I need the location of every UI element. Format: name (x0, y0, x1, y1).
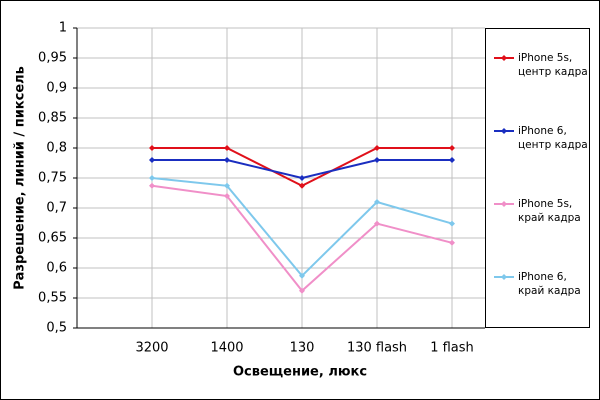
legend-item: iPhone 5s, центр кадра (494, 51, 589, 79)
legend-swatch (494, 274, 514, 280)
legend-item: iPhone 6, центр кадра (494, 124, 589, 152)
y-tick-label: 0,6 (46, 261, 67, 276)
marker (149, 175, 155, 181)
y-axis-title: Разрешение, линий / пиксель (13, 66, 28, 290)
marker (374, 145, 380, 151)
x-tick-label: 1400 (210, 341, 243, 356)
marker (374, 199, 380, 205)
marker (449, 239, 455, 246)
legend-swatch (494, 201, 514, 207)
y-tick-label: 0,75 (38, 171, 67, 186)
legend: iPhone 5s, центр кадра iPhone 6, центр ка… (486, 29, 589, 327)
y-tick-label: 0,65 (38, 231, 67, 246)
x-tick-label: 130 (290, 341, 315, 356)
marker (374, 220, 380, 227)
y-tick-label: 0,85 (38, 111, 67, 126)
y-tick-label: 0,95 (38, 51, 67, 66)
y-tick-label: 0,7 (46, 201, 67, 216)
legend-marker (501, 55, 507, 61)
marker (149, 157, 155, 163)
legend-marker (501, 274, 507, 280)
marker (224, 145, 230, 151)
marker (299, 175, 305, 181)
y-tick-label: 1 (59, 21, 67, 36)
legend-label: iPhone 5s, центр кадра (518, 52, 588, 78)
y-tick-label: 0,8 (46, 141, 67, 156)
y-tick-label: 0,5 (46, 321, 67, 336)
x-tick-label: 130 flash (347, 341, 407, 356)
marker (299, 287, 305, 294)
legend-label: iPhone 5s, край кадра (518, 198, 581, 224)
y-tick-label: 0,9 (46, 81, 67, 96)
marker (224, 193, 230, 199)
legend-marker (501, 201, 507, 207)
legend-item: iPhone 6, край кадра (494, 270, 589, 298)
marker (149, 182, 155, 189)
marker (299, 272, 305, 279)
x-tick-label: 1 flash (430, 341, 474, 356)
legend-swatch (494, 55, 514, 61)
x-tick-label: 3200 (135, 341, 168, 356)
marker (224, 182, 230, 189)
legend-label: iPhone 6, центр кадра (518, 125, 588, 151)
marker (449, 220, 455, 227)
legend-marker (501, 128, 507, 134)
y-tick-label: 0,55 (38, 291, 67, 306)
marker (449, 145, 455, 151)
legend-swatch (494, 128, 514, 134)
marker (449, 157, 455, 163)
legend-label: iPhone 6, край кадра (518, 271, 581, 297)
marker (299, 182, 305, 189)
marker (149, 145, 155, 151)
marker (374, 157, 380, 163)
legend-item: iPhone 5s, край кадра (494, 197, 589, 225)
x-axis-title: Освещение, люкс (233, 365, 367, 380)
marker (224, 157, 230, 163)
